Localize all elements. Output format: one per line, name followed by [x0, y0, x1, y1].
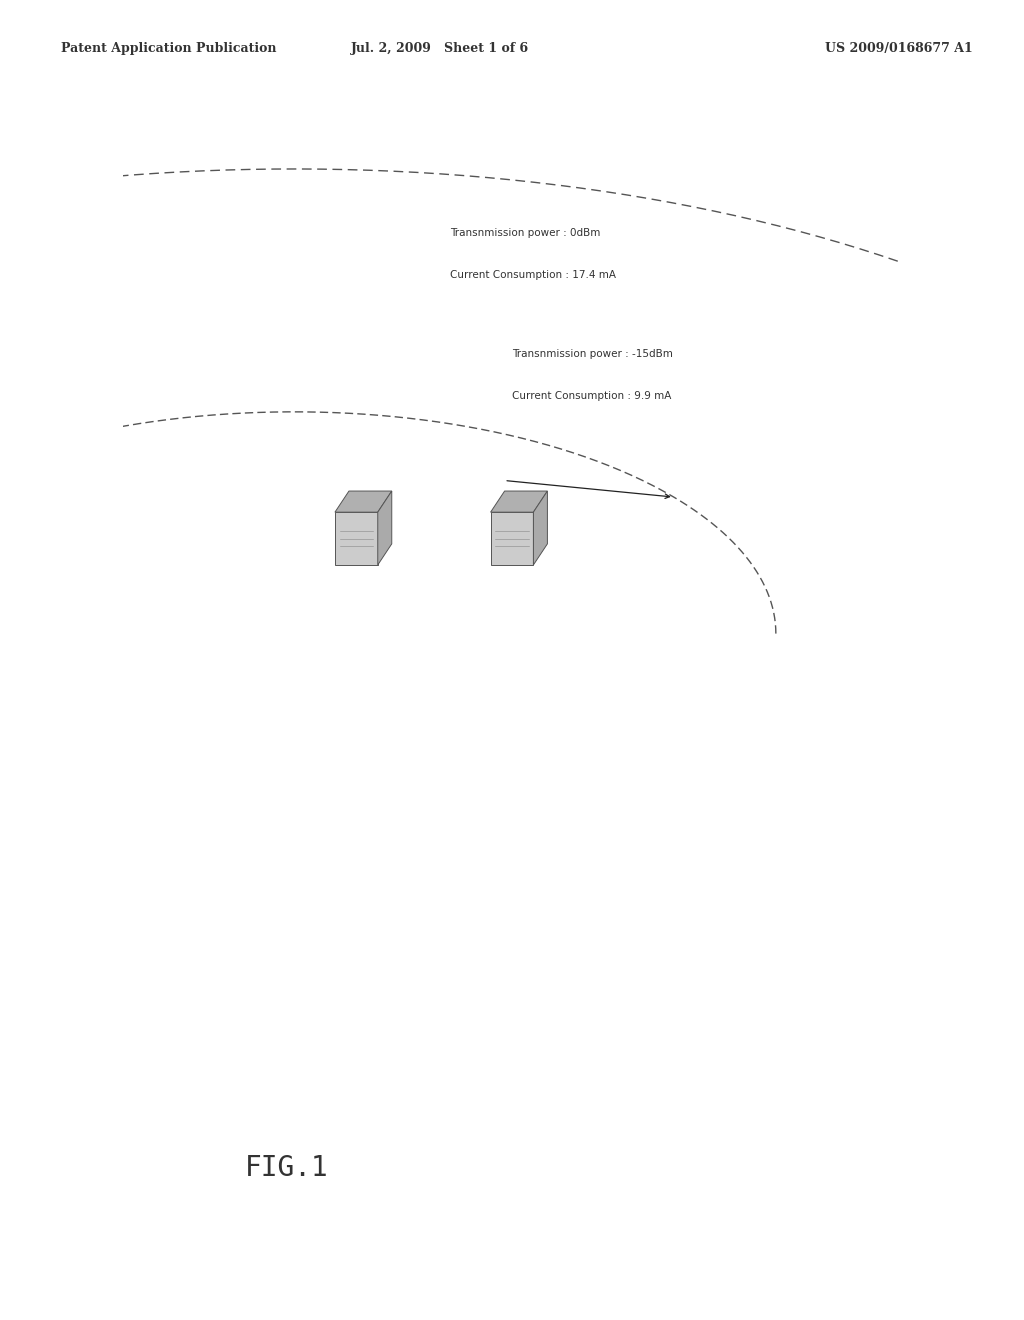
Text: Jul. 2, 2009   Sheet 1 of 6: Jul. 2, 2009 Sheet 1 of 6	[351, 42, 529, 55]
Polygon shape	[335, 512, 378, 565]
Polygon shape	[534, 491, 548, 565]
Text: US 2009/0168677 A1: US 2009/0168677 A1	[825, 42, 973, 55]
Text: Transnmission power : -15dBm: Transnmission power : -15dBm	[512, 348, 673, 359]
Polygon shape	[490, 491, 548, 512]
Text: Current Consumption : 17.4 mA: Current Consumption : 17.4 mA	[450, 269, 615, 280]
Text: FIG.1: FIG.1	[245, 1154, 329, 1183]
Polygon shape	[335, 491, 392, 512]
Polygon shape	[378, 491, 392, 565]
Text: Patent Application Publication: Patent Application Publication	[61, 42, 276, 55]
Polygon shape	[490, 512, 534, 565]
Text: Transnmission power : 0dBm: Transnmission power : 0dBm	[450, 227, 600, 238]
Text: Current Consumption : 9.9 mA: Current Consumption : 9.9 mA	[512, 391, 672, 401]
